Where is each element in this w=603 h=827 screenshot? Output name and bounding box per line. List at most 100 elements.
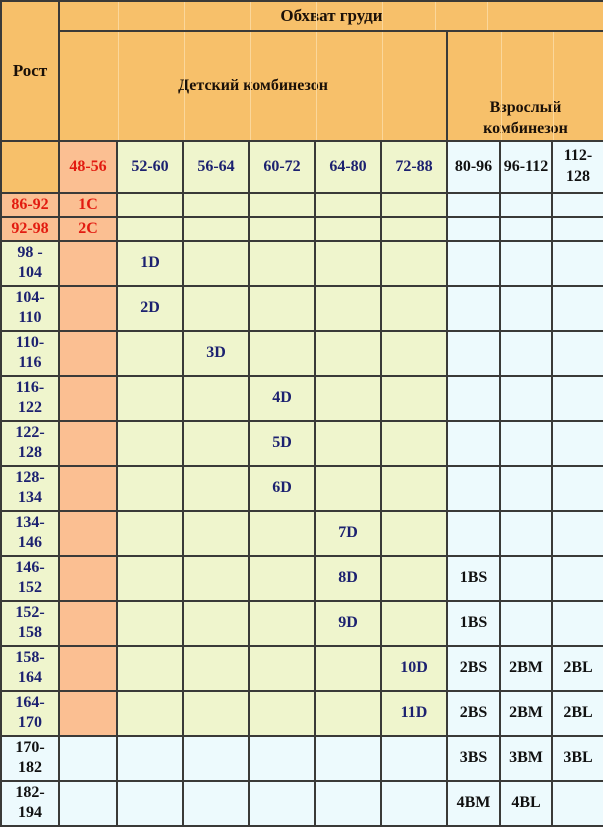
table-cell [551, 374, 603, 422]
table-cell [58, 509, 118, 557]
table-cell [182, 419, 250, 467]
table-cell [380, 734, 448, 782]
table-cell [116, 554, 184, 602]
table-row: 134- 146 7D [0, 509, 603, 557]
table-cell: 6D [248, 464, 316, 512]
table-cell: 3BM [499, 734, 553, 782]
header-cell-child-suit: Детский комбинезон [58, 30, 448, 142]
row-height-label: 98 - 104 [0, 239, 60, 287]
table-cell: 2BM [499, 644, 553, 692]
table-cell: 8D [314, 554, 382, 602]
table-cell: 4D [248, 374, 316, 422]
table-cell [446, 374, 501, 422]
table-cell: 3BL [551, 734, 603, 782]
table-cell [182, 239, 250, 287]
table-cell: 2BL [551, 689, 603, 737]
table-row: 182- 194 4BM 4BL [0, 779, 603, 827]
table-cell [116, 509, 184, 557]
table-cell [116, 374, 184, 422]
table-cell [182, 374, 250, 422]
row-height-label: 134- 146 [0, 509, 60, 557]
row-height-label: 116- 122 [0, 374, 60, 422]
header-child-suit-label: Детский комбинезон [178, 77, 328, 95]
table-row: 158- 164 10D 2BS 2BM 2BL [0, 644, 603, 692]
table-cell [551, 779, 603, 827]
table-cell [314, 215, 382, 242]
table-cell [58, 329, 118, 377]
table-cell [248, 599, 316, 647]
row-height-label: 182- 194 [0, 779, 60, 827]
table-cell [314, 374, 382, 422]
table-cell [314, 779, 382, 827]
table-cell [58, 779, 118, 827]
table-cell [380, 419, 448, 467]
row-height-label: 122- 128 [0, 419, 60, 467]
row-height-label: 146- 152 [0, 554, 60, 602]
table-cell [446, 284, 501, 332]
table-cell [380, 374, 448, 422]
table-cell [499, 329, 553, 377]
table-cell [182, 284, 250, 332]
header-row-sizes: 48-56 52-60 56-64 60-72 64-80 72-88 80-9… [0, 139, 603, 194]
table-cell [116, 599, 184, 647]
table-cell [58, 689, 118, 737]
table-cell [551, 554, 603, 602]
table-row: 116- 122 4D [0, 374, 603, 422]
header-cell-adult-suit: Взрослый комбинезон [446, 30, 603, 142]
row-height-label: 158- 164 [0, 644, 60, 692]
table-row: 152- 158 9D 1BS [0, 599, 603, 647]
table-cell [248, 689, 316, 737]
table-cell [499, 419, 553, 467]
table-cell [116, 464, 184, 512]
table-cell: 5D [248, 419, 316, 467]
table-cell [182, 779, 250, 827]
table-cell [116, 734, 184, 782]
size-header-56-64: 56-64 [182, 139, 250, 194]
table-row: 128- 134 6D [0, 464, 603, 512]
table-cell: 4BL [499, 779, 553, 827]
table-cell [380, 464, 448, 512]
table-cell [380, 191, 448, 218]
table-cell [314, 191, 382, 218]
table-cell [314, 284, 382, 332]
table-cell: 7D [314, 509, 382, 557]
table-cell [182, 509, 250, 557]
table-cell [380, 239, 448, 287]
row-height-label: 152- 158 [0, 599, 60, 647]
table-cell [499, 374, 553, 422]
table-cell [380, 554, 448, 602]
table-cell [314, 239, 382, 287]
table-cell: 3BS [446, 734, 501, 782]
row-height-label: 164- 170 [0, 689, 60, 737]
table-cell [58, 284, 118, 332]
table-cell [380, 215, 448, 242]
table-cell [551, 419, 603, 467]
table-cell [116, 191, 184, 218]
table-cell [58, 734, 118, 782]
table-row: 86-92 1C [0, 191, 603, 218]
table-cell [248, 215, 316, 242]
table-cell [499, 284, 553, 332]
table-cell [551, 464, 603, 512]
header-spacer-cell [0, 139, 60, 194]
table-row: 110- 116 3D [0, 329, 603, 377]
table-row: 98 - 104 1D [0, 239, 603, 287]
table-cell [58, 554, 118, 602]
table-cell [446, 329, 501, 377]
table-cell [446, 509, 501, 557]
table-cell [182, 464, 250, 512]
header-row-chest: Рост Обхват груди [0, 0, 603, 142]
table-cell: 11D [380, 689, 448, 737]
table-cell [314, 689, 382, 737]
header-cell-height: Рост [0, 0, 60, 142]
row-height-label: 92-98 [0, 215, 60, 242]
size-header-72-88: 72-88 [380, 139, 448, 194]
table-cell [314, 644, 382, 692]
table-cell: 3D [182, 329, 250, 377]
header-adult-suit-label: Взрослый комбинезон [483, 98, 568, 138]
table-row: 122- 128 5D [0, 419, 603, 467]
table-cell [551, 329, 603, 377]
table-cell [58, 374, 118, 422]
table-cell [499, 464, 553, 512]
table-cell [182, 689, 250, 737]
